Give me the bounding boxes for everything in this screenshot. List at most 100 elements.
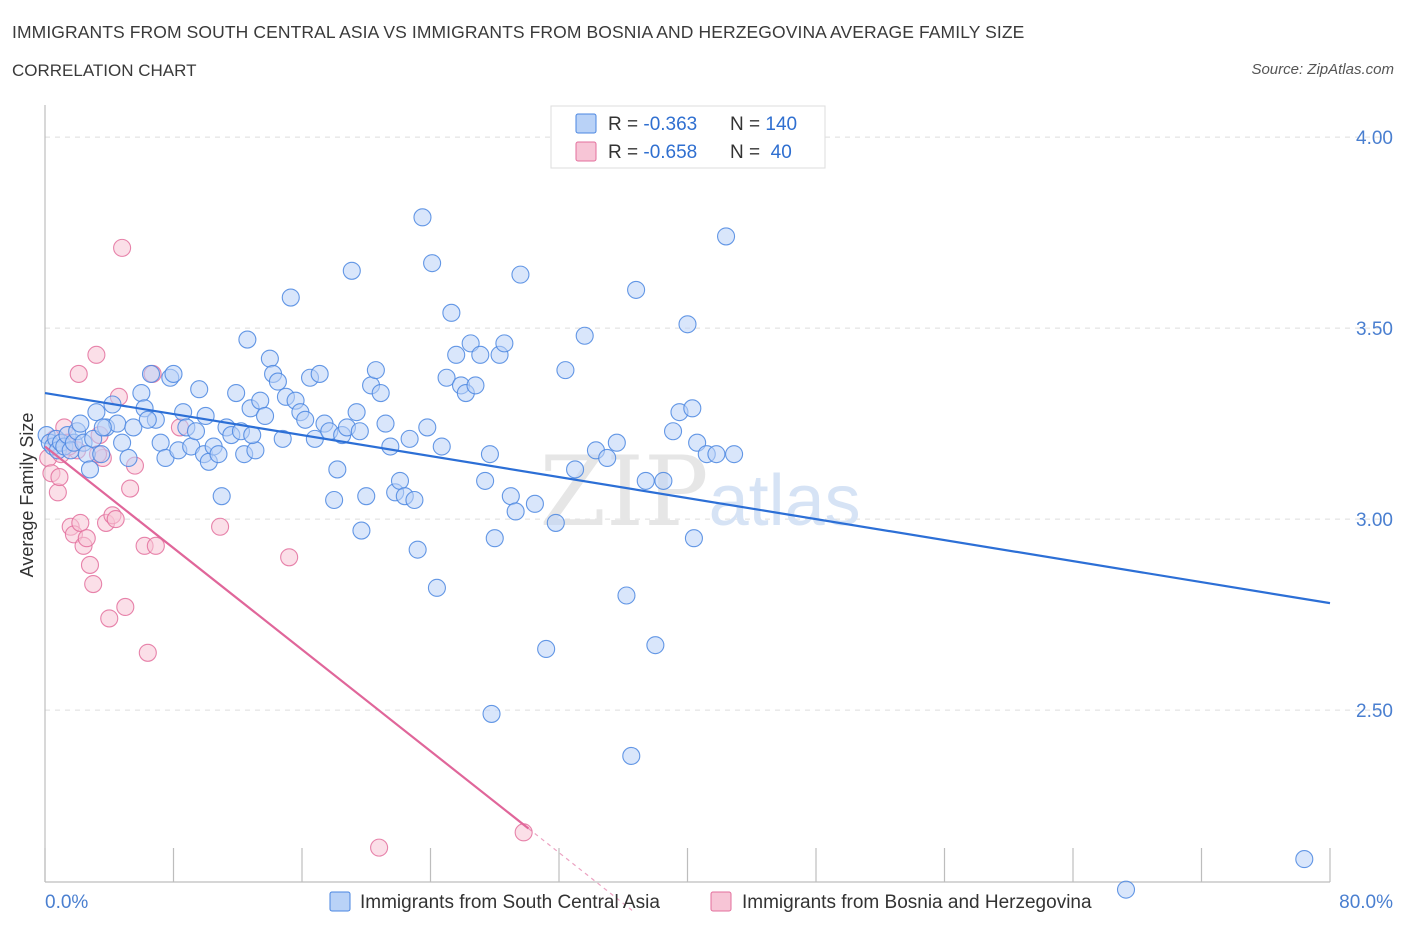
pink-data-point xyxy=(370,838,389,857)
blue-data-point xyxy=(296,410,315,429)
legend-r-value-pink: -0.658 xyxy=(643,142,697,163)
blue-data-point xyxy=(138,410,157,429)
blue-series-points xyxy=(37,208,1314,899)
blue-data-point xyxy=(268,372,287,391)
blue-data-point xyxy=(480,445,499,464)
pink-data-point xyxy=(69,364,88,383)
watermark: ZIPatlas xyxy=(539,436,860,548)
blue-data-point xyxy=(654,471,673,490)
blue-data-point xyxy=(227,383,246,403)
blue-data-point xyxy=(328,460,347,479)
y-tick-label: 3.00 xyxy=(1356,510,1393,531)
blue-data-point xyxy=(1295,850,1314,869)
pink-data-point xyxy=(116,597,135,617)
blue-data-point xyxy=(342,261,361,280)
pink-data-point xyxy=(48,483,67,502)
svg-text:N = 40: N = 40 xyxy=(730,142,792,163)
blue-data-point xyxy=(366,361,385,380)
blue-data-point xyxy=(646,636,665,655)
pink-data-point xyxy=(84,574,103,594)
blue-data-point xyxy=(124,418,143,437)
blue-data-point xyxy=(357,487,376,506)
blue-data-point xyxy=(476,471,495,490)
pink-series-points xyxy=(39,238,533,857)
blue-data-point xyxy=(400,429,419,448)
blue-data-point xyxy=(243,426,262,445)
blue-data-point xyxy=(716,227,736,246)
blue-data-point xyxy=(511,265,530,284)
blue-data-point xyxy=(432,437,451,456)
blue-data-point xyxy=(636,471,655,490)
pink-data-point xyxy=(280,548,299,567)
legend-r-label: R = xyxy=(608,114,643,135)
blue-data-point xyxy=(663,422,683,441)
bottom-legend-label-pink: Immigrants from Bosnia and Herzegovina xyxy=(742,892,1092,913)
blue-data-point xyxy=(556,361,575,380)
blue-data-point xyxy=(390,471,410,490)
blue-data-point xyxy=(371,383,390,403)
legend-n-label: N = xyxy=(730,114,765,135)
blue-data-point xyxy=(281,288,300,307)
blue-data-point xyxy=(238,330,257,349)
blue-data-point xyxy=(141,364,161,383)
blue-data-point xyxy=(482,704,501,723)
blue-data-point xyxy=(617,586,636,605)
y-tick-label: 2.50 xyxy=(1356,701,1393,722)
blue-data-point xyxy=(273,429,292,448)
bottom-legend-swatch-pink xyxy=(710,891,732,912)
chart-subtitle: CORRELATION CHART xyxy=(12,61,197,80)
bottom-legend: Immigrants from South Central Asia Immig… xyxy=(329,891,1092,913)
gridlines xyxy=(45,136,1380,711)
pink-data-point xyxy=(80,555,100,574)
y-tick-label: 4.00 xyxy=(1356,128,1393,149)
blue-data-point xyxy=(246,441,265,460)
blue-data-point xyxy=(92,445,111,464)
axes xyxy=(44,105,1331,883)
blue-data-point xyxy=(447,345,466,364)
blue-data-point xyxy=(93,418,112,437)
bottom-legend-swatch-blue xyxy=(329,891,351,912)
pink-data-point xyxy=(138,643,157,662)
blue-data-point xyxy=(427,578,446,597)
blue-data-point xyxy=(437,368,456,387)
blue-trend-line xyxy=(44,391,1331,605)
blue-data-point xyxy=(260,349,279,368)
blue-data-point xyxy=(471,345,490,364)
blue-data-point xyxy=(196,406,215,426)
legend-swatch-pink xyxy=(575,141,597,162)
blue-data-point xyxy=(212,487,231,506)
pink-data-point xyxy=(50,468,69,487)
y-tick-labels: 2.50 3.00 3.50 4.00 xyxy=(1356,128,1393,722)
blue-data-point xyxy=(376,414,395,433)
chart-title: IMMIGRANTS FROM SOUTH CENTRAL ASIA VS IM… xyxy=(12,22,1025,42)
legend-box: R = -0.363 N = 140 R = -0.658 N = 40 xyxy=(550,105,826,169)
blue-data-point xyxy=(466,376,485,395)
x-tick-label: 0.0% xyxy=(45,892,88,913)
blue-data-point xyxy=(174,403,193,422)
blue-data-point xyxy=(598,448,617,468)
blue-data-point xyxy=(119,448,138,468)
blue-data-point xyxy=(209,445,228,464)
blue-data-point xyxy=(405,490,424,510)
blue-data-point xyxy=(495,334,514,353)
blue-data-point xyxy=(546,513,565,532)
blue-data-point xyxy=(413,208,432,227)
pink-data-point xyxy=(77,529,96,548)
blue-data-point xyxy=(352,521,371,540)
legend-r-value-blue: -0.363 xyxy=(643,114,697,135)
pink-trend-line xyxy=(44,445,530,830)
source-credit: Source: ZipAtlas.com xyxy=(1251,61,1394,78)
blue-data-point xyxy=(442,303,461,322)
blue-data-point xyxy=(251,391,270,410)
blue-data-point xyxy=(684,529,703,548)
blue-data-point xyxy=(575,326,594,345)
blue-data-point xyxy=(381,437,400,456)
pink-data-point xyxy=(146,536,165,555)
blue-data-point xyxy=(566,460,585,479)
blue-data-point xyxy=(607,433,626,452)
blue-data-point xyxy=(525,494,544,513)
blue-data-point xyxy=(113,433,132,452)
blue-data-point xyxy=(627,280,646,299)
svg-text:N = 140: N = 140 xyxy=(730,114,797,135)
